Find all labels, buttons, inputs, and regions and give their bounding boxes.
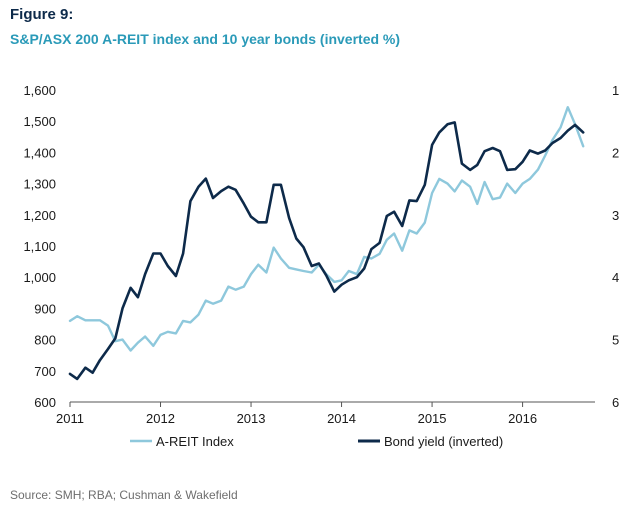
y-right-tick-label: 3 xyxy=(612,208,619,223)
y-left-tick-label: 900 xyxy=(34,301,56,316)
chart-axes xyxy=(69,401,595,407)
x-tick-label: 2015 xyxy=(418,411,447,426)
legend-label-areit-index: A-REIT Index xyxy=(156,434,234,449)
x-tick-label: 2016 xyxy=(508,411,537,426)
y-left-tick-label: 1,600 xyxy=(23,83,56,98)
source-note: Source: SMH; RBA; Cushman & Wakefield xyxy=(10,488,238,502)
y-axis-left-labels: 600 700 800 900 1,000 1,100 1,200 1,300 1,400 1,5… xyxy=(23,83,56,410)
y-left-tick-label: 1,400 xyxy=(23,145,56,160)
y-right-tick-label: 6 xyxy=(612,395,619,410)
figure-label: Figure 9: xyxy=(10,6,74,23)
line-chart: 600 700 800 900 1,000 1,100 1,200 1,300 1,400 1,5… xyxy=(23,83,619,449)
x-tick-label: 2012 xyxy=(146,411,175,426)
x-tick-label: 2014 xyxy=(327,411,356,426)
y-left-tick-label: 1,300 xyxy=(23,177,56,192)
y-left-tick-label: 800 xyxy=(34,333,56,348)
series-line-bond-yield xyxy=(68,121,585,381)
y-left-tick-label: 1,100 xyxy=(23,239,56,254)
x-tick-label: 2011 xyxy=(56,411,84,426)
y-left-tick-label: 1,500 xyxy=(23,114,56,129)
y-right-tick-label: 1 xyxy=(612,83,619,98)
series-line-areit-index xyxy=(68,105,585,352)
y-right-tick-label: 5 xyxy=(612,333,619,348)
y-axis-right-labels: 1 2 3 4 5 6 xyxy=(612,83,619,410)
y-left-tick-label: 1,000 xyxy=(23,270,56,285)
y-left-tick-label: 600 xyxy=(34,395,56,410)
legend-label-bond-yield: Bond yield (inverted) xyxy=(384,434,503,449)
chart-title: S&P/ASX 200 A-REIT index and 10 year bon… xyxy=(10,31,401,47)
y-right-tick-label: 2 xyxy=(612,145,619,160)
series-layer xyxy=(68,105,585,381)
x-tick-label: 2013 xyxy=(237,411,266,426)
y-left-tick-label: 700 xyxy=(34,364,56,379)
legend: A-REIT Index Bond yield (inverted) xyxy=(130,434,503,449)
x-axis-labels: 2011 2012 2013 2014 2015 2016 xyxy=(56,411,537,426)
y-left-tick-label: 1,200 xyxy=(23,208,56,223)
y-right-tick-label: 4 xyxy=(612,270,619,285)
